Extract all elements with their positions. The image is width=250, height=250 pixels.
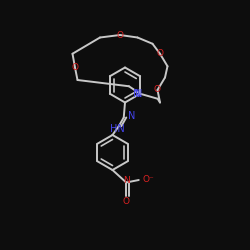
- Text: O: O: [156, 49, 164, 58]
- Text: O: O: [123, 197, 130, 206]
- Text: O⁻: O⁻: [142, 176, 154, 184]
- Text: O: O: [116, 30, 123, 40]
- Text: N: N: [135, 89, 142, 99]
- Text: O: O: [72, 63, 78, 72]
- Text: N: N: [134, 89, 141, 99]
- Text: HN: HN: [110, 124, 125, 134]
- Text: N: N: [123, 176, 130, 185]
- Text: N: N: [128, 111, 136, 121]
- Text: O: O: [154, 86, 161, 94]
